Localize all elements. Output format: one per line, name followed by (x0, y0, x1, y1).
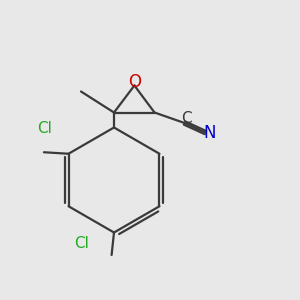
Text: C: C (181, 111, 192, 126)
Text: N: N (204, 124, 216, 142)
Text: Cl: Cl (37, 121, 52, 136)
Text: Cl: Cl (74, 236, 89, 251)
Text: O: O (128, 73, 141, 91)
